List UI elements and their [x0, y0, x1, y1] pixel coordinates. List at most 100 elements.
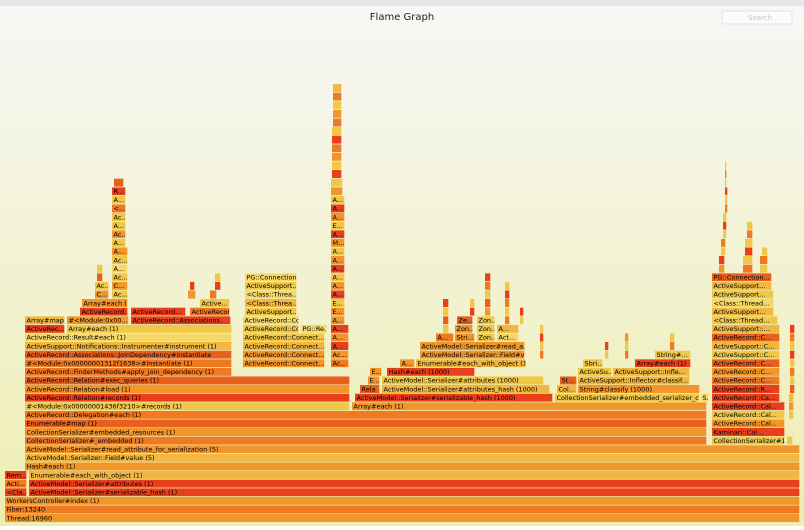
frame [790, 376, 795, 385]
frame: A... [436, 333, 454, 342]
frame: Active... [200, 299, 230, 308]
frame [505, 299, 510, 308]
frame [540, 350, 544, 359]
frame: ActiveSupport::Infle... [613, 367, 690, 376]
frame: A... [497, 324, 519, 333]
frame-label: Col... [559, 385, 576, 393]
frame: Ac... [331, 359, 349, 368]
frame-bar [301, 324, 327, 333]
frame-bar [520, 316, 524, 325]
frame [443, 324, 449, 333]
frame-label: ActiveSupport... [714, 308, 766, 316]
frame-bar [578, 367, 612, 376]
frame-bar [625, 333, 629, 342]
frame [332, 161, 342, 170]
frame-bar [331, 195, 345, 204]
frame-label: Enumerable#each_with_object (1000) [418, 360, 542, 368]
frame-bar [578, 376, 690, 385]
frame: ActiveRecord::FinderMethods#apply_join_d… [25, 367, 232, 376]
frame-bar [723, 221, 727, 230]
frame: ActiveRecord::Connect... [243, 350, 324, 359]
frame-bar [540, 324, 544, 333]
frame-bar [747, 230, 753, 239]
frame: Array#each (1) [352, 402, 707, 411]
frame-label: ActiveSupport::... [714, 325, 770, 333]
frame: Zon... [477, 316, 494, 325]
frame: ActiveRecord::Relation#records (1) [25, 393, 350, 402]
frame-bar [790, 359, 795, 368]
frame-label: Sbri... [585, 360, 604, 368]
frame-bar [25, 428, 707, 437]
frame-bar [485, 307, 491, 316]
frame-bar [25, 376, 350, 385]
frame [605, 342, 609, 351]
frame-label: <Class::Thread... [714, 299, 770, 307]
frame: ActiveModel::Serializer::Field#value (5) [25, 453, 800, 462]
frame-bar [712, 273, 772, 282]
frame-bar [29, 488, 800, 497]
top-bar [0, 0, 804, 6]
frame: ActiveSupport... [245, 307, 296, 316]
frame-label: Ac... [114, 256, 128, 264]
frame-bar [382, 385, 550, 394]
frame: ActiveModel::Serializer::Field#val... [420, 350, 525, 359]
search-box[interactable] [721, 10, 793, 25]
frame-bar [485, 273, 491, 282]
frame [505, 281, 510, 290]
frame-bar [80, 307, 128, 316]
frame-bar [245, 299, 297, 308]
frame-bar [719, 256, 725, 265]
frame-label: Ac... [97, 282, 111, 290]
frame-label: Ac... [114, 213, 128, 221]
frame: St... [560, 376, 577, 385]
frame-bar [760, 264, 768, 273]
frame [790, 385, 795, 394]
frame: ActiveSu... [578, 367, 612, 376]
frame [760, 256, 768, 265]
frame: M... [331, 238, 345, 247]
frame: E... [368, 376, 380, 385]
frame-bar [725, 204, 728, 213]
frame-bar [443, 324, 449, 333]
frame-bar [243, 333, 325, 342]
frame: Array#each (1) [67, 324, 232, 333]
frame: A... [331, 230, 345, 239]
frame-bar [25, 462, 800, 471]
frame: Act... [497, 333, 519, 342]
frame: #<Module:0x00000001436f3210>#records (1) [25, 402, 350, 411]
frame [723, 230, 727, 239]
frame: ActiveRecord::Cal... [712, 410, 785, 419]
frame-bar [712, 402, 785, 411]
frame-label: <Cla... [7, 489, 29, 497]
frame [443, 307, 449, 316]
frame-bar [331, 307, 345, 316]
frame-label: ActiveRecord::C... [714, 377, 772, 385]
frame-bar [112, 221, 126, 230]
frame: ActiveRecord::Delegation#each (1) [25, 410, 707, 419]
frame-bar [332, 127, 342, 136]
frame-bar [613, 367, 690, 376]
frame-bar [747, 221, 753, 230]
frame-bar [477, 324, 495, 333]
frame-label: Rela [362, 385, 376, 393]
frame-bar [625, 342, 629, 351]
frame-bar [723, 213, 727, 222]
frame-label: E... [372, 368, 382, 376]
frame-label: <... [114, 205, 126, 213]
frame: WorkersController#index (1) [5, 496, 800, 505]
frame-bar [368, 376, 380, 385]
frame-label: Array#each (1) [84, 299, 134, 307]
frame-bar [457, 316, 473, 325]
frame-label: ActiveRecord::R... [714, 385, 771, 393]
frame: #<Module:0x00000001312f1638>#instantiate… [25, 359, 232, 368]
frame-bar [762, 247, 768, 256]
frame [215, 273, 221, 282]
frame-bar [112, 273, 128, 282]
frame [332, 144, 342, 153]
frame-bar [505, 316, 510, 325]
frame: A... [331, 264, 345, 273]
frame: Zon... [455, 324, 472, 333]
frame: ActiveSupport... [245, 281, 296, 290]
frame: ActiveRecord::C... [712, 359, 780, 368]
